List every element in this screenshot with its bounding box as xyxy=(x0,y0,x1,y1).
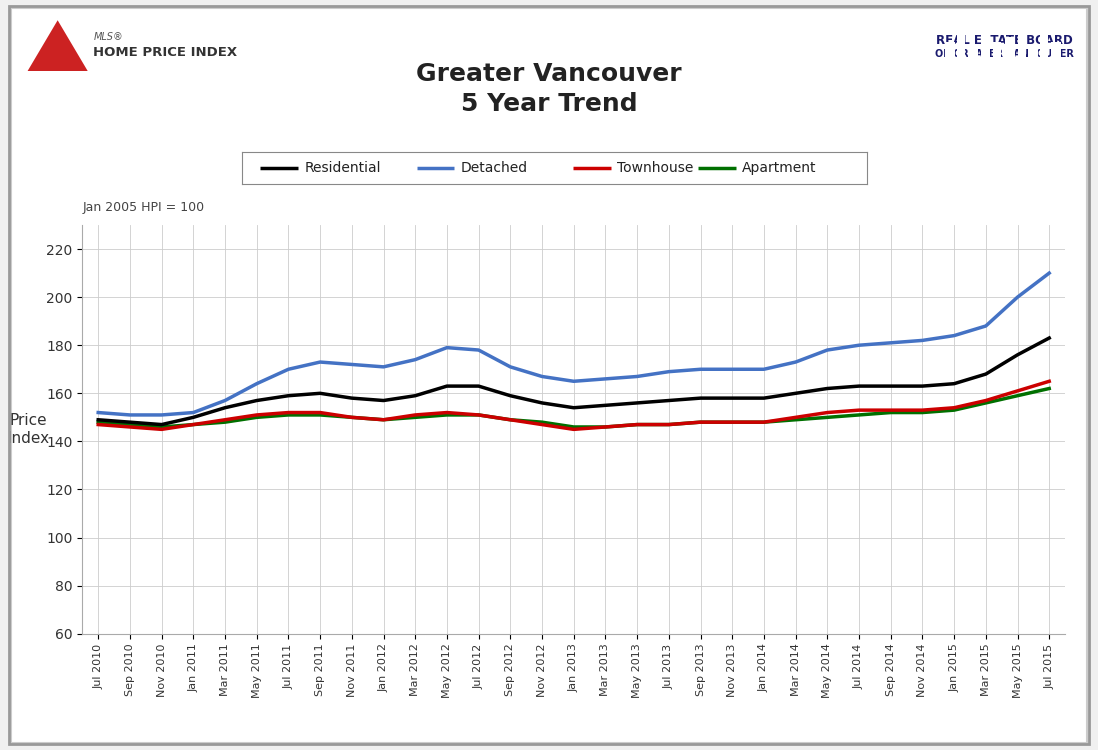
Bar xyxy=(1051,42,1062,71)
Text: OF GREATER VANCOUVER: OF GREATER VANCOUVER xyxy=(935,49,1074,58)
Bar xyxy=(957,32,965,71)
Bar xyxy=(945,42,954,71)
Polygon shape xyxy=(27,20,88,71)
Bar xyxy=(1005,37,1016,71)
Bar xyxy=(1018,30,1026,71)
Text: Price
Index: Price Index xyxy=(8,413,49,446)
Text: Townhouse: Townhouse xyxy=(617,161,694,175)
Bar xyxy=(1029,44,1038,71)
Text: Residential: Residential xyxy=(304,161,381,175)
Text: MLS®: MLS® xyxy=(93,32,123,41)
Text: Greater Vancouver: Greater Vancouver xyxy=(416,62,682,86)
Text: Apartment: Apartment xyxy=(742,161,817,175)
Bar xyxy=(993,42,1000,71)
Text: 5 Year Trend: 5 Year Trend xyxy=(461,92,637,116)
Text: Detached: Detached xyxy=(461,161,528,175)
Text: HOME PRICE INDEX: HOME PRICE INDEX xyxy=(93,46,237,59)
Text: REAL ESTATE BOARD: REAL ESTATE BOARD xyxy=(937,34,1073,46)
Bar xyxy=(981,27,990,71)
Bar xyxy=(967,46,978,71)
Bar xyxy=(1040,34,1049,71)
Text: Jan 2005 HPI = 100: Jan 2005 HPI = 100 xyxy=(82,201,204,214)
